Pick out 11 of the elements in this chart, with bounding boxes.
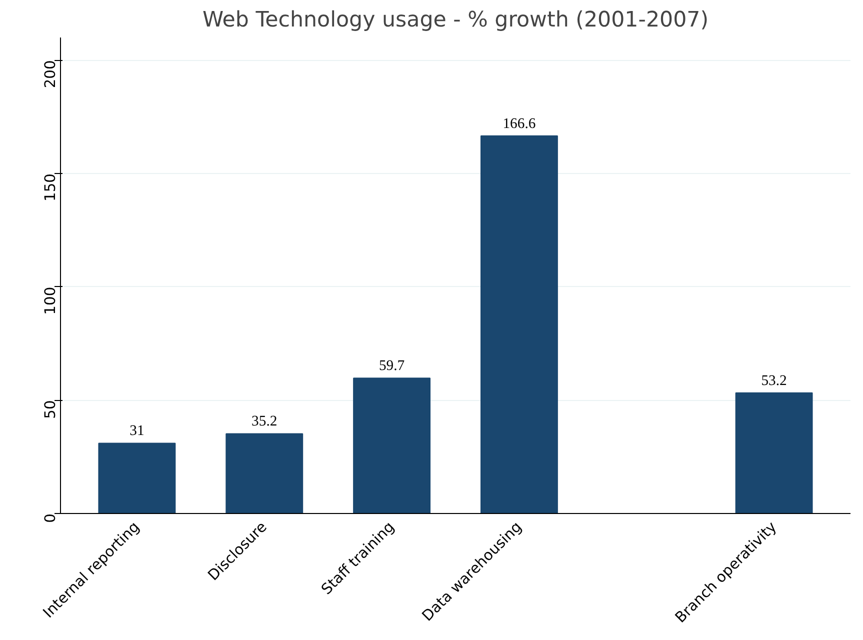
y-tick-label: 50 [42, 400, 59, 419]
y-tick-label: 0 [42, 513, 59, 523]
data-label: 53.2 [761, 372, 787, 389]
data-label: 59.7 [378, 358, 405, 374]
data-label: 166.6 [502, 116, 536, 132]
data-label: 31 [130, 423, 144, 440]
y-tick-label: 100 [42, 286, 59, 315]
y-tick-label: 150 [42, 173, 59, 202]
data-label: 35.2 [252, 414, 278, 430]
y-tick-label: 200 [42, 60, 59, 88]
chart-title: Web Technology usage - % growth (2001-2007) [202, 8, 709, 32]
